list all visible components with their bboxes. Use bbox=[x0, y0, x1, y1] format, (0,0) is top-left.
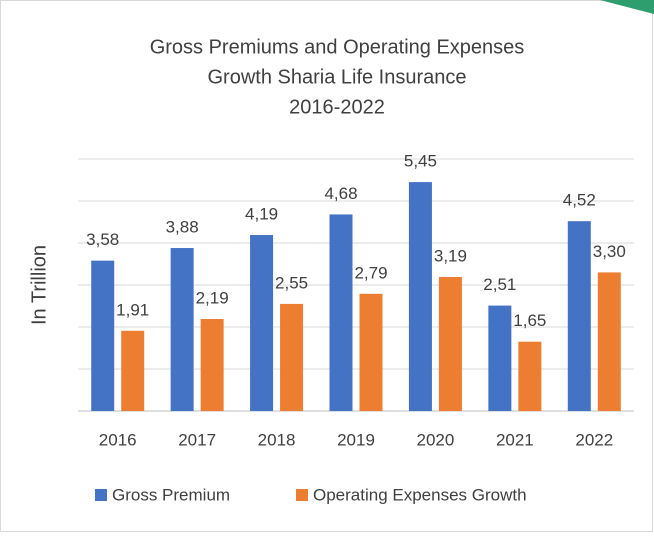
legend-swatch bbox=[296, 489, 308, 501]
bar bbox=[91, 260, 115, 411]
data-label: 5,45 bbox=[404, 152, 437, 171]
data-label: 1,91 bbox=[116, 300, 149, 319]
data-label: 3,58 bbox=[86, 230, 119, 249]
bar bbox=[567, 221, 591, 411]
x-tick-label: 2022 bbox=[575, 430, 613, 449]
bar bbox=[121, 330, 145, 411]
data-label: 1,65 bbox=[513, 311, 546, 330]
legend-swatch bbox=[95, 489, 107, 501]
bar bbox=[170, 248, 194, 411]
bar bbox=[280, 303, 304, 411]
legend-label: Operating Expenses Growth bbox=[313, 485, 527, 504]
data-label: 2,79 bbox=[354, 263, 387, 282]
data-label: 3,30 bbox=[593, 242, 626, 261]
data-label: 4,19 bbox=[245, 205, 278, 224]
data-label: 2,51 bbox=[483, 275, 516, 294]
bar bbox=[488, 305, 512, 411]
data-label: 3,19 bbox=[434, 247, 467, 266]
x-tick-label: 2016 bbox=[99, 430, 137, 449]
data-label: 4,52 bbox=[563, 191, 596, 210]
x-tick-label: 2021 bbox=[496, 430, 534, 449]
bar bbox=[329, 214, 353, 411]
data-label: 2,55 bbox=[275, 273, 308, 292]
bar bbox=[200, 319, 224, 411]
data-label: 2,19 bbox=[196, 289, 229, 308]
bar bbox=[597, 272, 621, 411]
data-label: 3,88 bbox=[166, 218, 199, 237]
bar bbox=[518, 341, 542, 411]
bar bbox=[408, 182, 432, 411]
bar bbox=[359, 293, 383, 411]
chart-title: Gross Premiums and Operating Expenses bbox=[150, 36, 525, 58]
bar bbox=[438, 277, 462, 411]
x-tick-label: 2017 bbox=[178, 430, 216, 449]
chart-title: 2016-2022 bbox=[289, 96, 385, 118]
y-axis-label: In Trillion bbox=[28, 245, 50, 325]
x-tick-label: 2019 bbox=[337, 430, 375, 449]
corner-accent bbox=[600, 0, 654, 14]
legend-label: Gross Premium bbox=[112, 485, 230, 504]
data-label: 4,68 bbox=[324, 184, 357, 203]
x-tick-label: 2018 bbox=[258, 430, 296, 449]
x-tick-label: 2020 bbox=[417, 430, 455, 449]
chart-title: Growth Sharia Life Insurance bbox=[207, 66, 466, 88]
bar bbox=[250, 235, 274, 411]
